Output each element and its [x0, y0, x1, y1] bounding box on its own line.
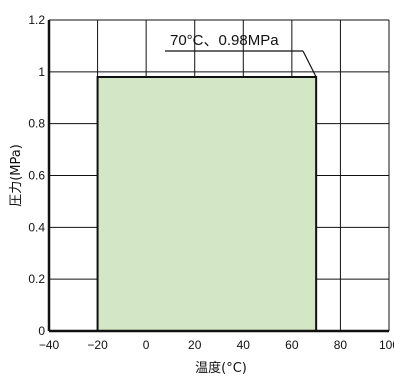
annotation-label: 70°C、0.98MPa — [170, 32, 279, 49]
y-tick-label: 0.6 — [28, 169, 45, 183]
x-tick-label: 60 — [285, 338, 299, 352]
x-tick-label: 0 — [143, 338, 150, 352]
y-axis-label: 圧力(MPa) — [9, 144, 24, 207]
x-tick-label: 80 — [334, 338, 348, 352]
y-tick-label: 0.8 — [28, 117, 45, 131]
x-axis-label: 温度(°C) — [195, 360, 247, 376]
y-tick-label: 0 — [38, 324, 45, 338]
y-tick-label: 1 — [38, 65, 45, 79]
x-tick-label: −20 — [87, 338, 108, 352]
x-tick-label: 40 — [237, 338, 251, 352]
x-tick-labels: −40 −20 0 20 40 60 80 100 — [39, 338, 394, 352]
axes — [47, 20, 389, 333]
y-tick-label: 1.2 — [28, 13, 45, 27]
operating-region — [96, 76, 318, 332]
x-tick-label: 100 — [379, 338, 394, 352]
annotation-group: 70°C、0.98MPa — [165, 32, 317, 78]
y-tick-label: 0.2 — [28, 272, 45, 286]
region-outline — [96, 76, 318, 331]
y-tick-labels: 0 0.2 0.4 0.6 0.8 1 1.2 — [28, 13, 45, 338]
x-tick-label: 20 — [188, 338, 202, 352]
region-fill — [97, 77, 317, 332]
y-tick-label: 0.4 — [28, 220, 45, 234]
annotation-leader-line — [302, 50, 317, 78]
x-tick-label: −40 — [39, 338, 60, 352]
